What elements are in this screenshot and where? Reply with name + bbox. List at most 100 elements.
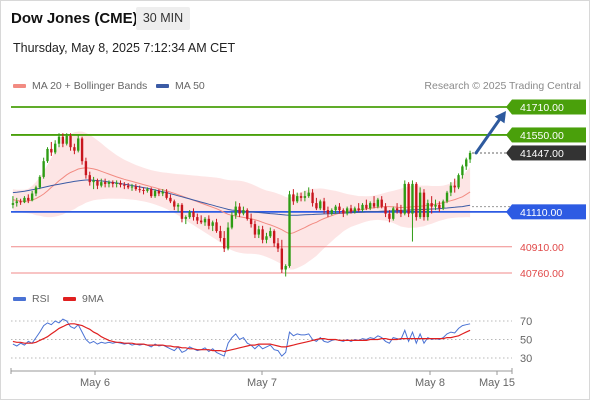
target-arrow-shaft (474, 114, 504, 155)
candle-body (257, 229, 260, 235)
candle-body (215, 222, 218, 232)
price-tag-0 (512, 99, 586, 115)
x-tick-label: May 8 (415, 377, 445, 389)
candle-body (330, 210, 333, 214)
ma20-swatch (13, 84, 26, 88)
candle-body (169, 197, 172, 202)
ma9-swatch (63, 297, 76, 301)
candle-body (372, 203, 376, 207)
candle-body (176, 204, 180, 207)
ma20-line (12, 167, 471, 235)
candle-body (365, 204, 368, 209)
candle-body (27, 197, 30, 201)
price-label-5: 40760.00 (520, 268, 564, 280)
candle-body (322, 201, 326, 211)
candle-body (369, 203, 372, 209)
price-tag-pointer-1 (506, 127, 512, 143)
candle-body (468, 152, 472, 160)
candle-body (288, 194, 291, 267)
price-tag-pointer-3 (506, 204, 512, 220)
candle-body (223, 238, 226, 249)
candle-body (411, 183, 414, 214)
candle-body (188, 211, 191, 218)
ma50-swatch (156, 84, 169, 88)
candle-body (384, 206, 387, 214)
candle-body (319, 201, 322, 209)
candle-body (142, 190, 145, 191)
candle-body (434, 204, 437, 207)
candle-body (38, 176, 42, 188)
candle-body (196, 217, 199, 221)
candle-body (407, 183, 410, 214)
candle-body (311, 192, 314, 204)
candle-body (361, 204, 364, 211)
legend-ma9: 9MA (63, 293, 104, 305)
candle-body (265, 236, 268, 240)
candle-body (376, 199, 380, 207)
candle-body (100, 182, 103, 186)
rsi-line (12, 318, 471, 357)
price-tag-pointer-0 (506, 99, 512, 115)
instrument-title: Dow Jones (CME) (11, 10, 138, 27)
timeframe-button[interactable]: 30 MIN (136, 7, 190, 30)
price-label-4: 40910.00 (520, 242, 564, 254)
candle-body (449, 185, 453, 193)
price-tag-2 (512, 145, 586, 161)
candle-body (150, 189, 153, 197)
candle-body (338, 206, 341, 211)
legend-rsi: RSI (13, 293, 50, 305)
candle-body (426, 203, 430, 218)
candle-body (438, 204, 441, 209)
candle-body (395, 208, 399, 211)
price-label-2: 41447.00 (520, 148, 564, 160)
candle-body (430, 203, 433, 207)
rsi-tick-70: 70 (520, 316, 532, 328)
candle-body (180, 204, 184, 219)
candle-body (219, 231, 222, 239)
legend-ma20-label: MA 20 + Bollinger Bands (32, 80, 148, 92)
candle-body (88, 175, 91, 183)
target-arrow-head (494, 111, 506, 124)
candle-body (34, 187, 38, 194)
candle-body (15, 201, 18, 204)
candle-body (388, 213, 391, 219)
x-tick-label: May 7 (247, 377, 277, 389)
legend-ma50-label: MA 50 (175, 80, 205, 92)
candle-body (461, 166, 464, 176)
candle-body (57, 136, 61, 144)
candle-body (11, 203, 15, 205)
candle-body (65, 135, 68, 144)
candle-body (242, 210, 245, 214)
candle-body (73, 147, 76, 151)
candle-body (165, 191, 168, 198)
candle-body (453, 185, 456, 188)
price-tag-pointer-2 (506, 145, 512, 161)
price-tag-1 (512, 127, 586, 143)
candle-body (92, 180, 95, 183)
candle-body (445, 192, 449, 202)
candle-body (199, 220, 203, 223)
candle-body (19, 201, 22, 203)
candle-body (349, 208, 353, 212)
candle-body (334, 206, 337, 211)
candle-body (230, 215, 234, 228)
credit-text: Research © 2025 Trading Central (424, 80, 581, 92)
candle-body (103, 182, 107, 184)
candle-body (380, 199, 383, 207)
candle-body (69, 135, 72, 148)
price-label-0: 41710.00 (520, 102, 564, 114)
candle-body (272, 231, 276, 244)
candle-body (46, 148, 49, 162)
candle-body (30, 193, 34, 201)
candle-body (184, 217, 187, 219)
candle-body (353, 208, 357, 212)
candle-body (303, 196, 307, 198)
candle-body (246, 210, 249, 219)
candle-body (315, 203, 318, 209)
candle-body (111, 182, 114, 184)
candle-body (207, 218, 211, 226)
candle-body (357, 208, 360, 211)
candle-body (399, 210, 403, 214)
candle-body (238, 206, 241, 214)
